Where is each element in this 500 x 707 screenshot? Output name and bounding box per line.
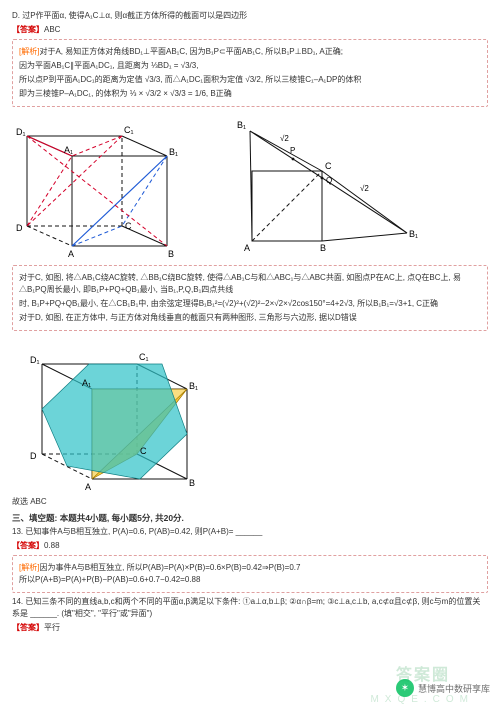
q14-answer-val: 平行 — [44, 623, 60, 632]
explain-box-1: [解析][解析]对于A, 易知正方体对角线BD₁⊥平面AB₁C, 因为B₁P⊂平… — [12, 39, 488, 107]
svg-text:Q: Q — [326, 176, 332, 185]
svg-text:C: C — [125, 221, 132, 231]
svg-text:A₁: A₁ — [64, 145, 73, 155]
svg-text:A: A — [68, 249, 74, 259]
figure-row-1: A B C D A₁ B₁ C₁ D₁ √2 — [12, 111, 488, 261]
answer-key: 【答案】 — [12, 25, 44, 34]
hex-cube-figure: A B C D A₁ B₁ C₁ D₁ — [22, 334, 212, 494]
wechat-icon: ✶ — [396, 679, 414, 697]
svg-text:B₁: B₁ — [169, 147, 178, 157]
answer-key-14: 【答案】 — [12, 623, 44, 632]
svg-text:C: C — [140, 446, 147, 456]
q13-stem: 13. 已知事件A与B相互独立, P(A)=0.6, P(AB)=0.42, 则… — [12, 526, 488, 538]
orange-tag: [解析] — [19, 47, 39, 56]
svg-text:B₁: B₁ — [237, 120, 246, 130]
option-d: D. 过P作平面α, 使得A₁C⊥α, 则α截正方体所得的截面可以是四边形 — [12, 10, 488, 22]
box1-l1: [解析][解析]对于A, 易知正方体对角线BD₁⊥平面AB₁C, 因为B₁P⊂平… — [19, 46, 481, 58]
svg-text:A: A — [85, 482, 91, 492]
answer-key-13: 【答案】 — [12, 541, 44, 550]
q14-answer: 【答案】平行 — [12, 622, 488, 634]
svg-text:D: D — [16, 223, 23, 233]
svg-text:D₁: D₁ — [16, 127, 26, 137]
section-3-title: 三、填空题: 本题共4小题, 每小题5分, 共20分. — [12, 512, 488, 524]
svg-text:A₁: A₁ — [82, 378, 91, 388]
svg-text:C₁: C₁ — [124, 125, 134, 135]
conclude: 故选 ABC — [12, 496, 488, 508]
svg-text:B: B — [168, 249, 174, 259]
explain-box-2: 对于C, 如图, 将△AB₁C绕AC旋转, △BB₁C绕BC旋转, 使得△AB₁… — [12, 265, 488, 331]
svg-text:A: A — [244, 243, 250, 253]
wechat-watermark: ✶ 慧博高中数研享库 — [396, 679, 490, 697]
box1-l3: 所以点P到平面A₁DC₁的距离为定值 √3/3, 而△A₁DC₁面积为定值 √3… — [19, 74, 481, 86]
q13-explain: [解析]因为事件A与B相互独立, 所以P(AB)=P(A)×P(B)=0.6×P… — [19, 562, 481, 586]
svg-text:P: P — [290, 146, 295, 155]
svg-text:B: B — [320, 243, 326, 253]
box1-l4: 即为三棱锥P–A₁DC₁, 的体积为 ⅓ × √3/2 × √3/3 = 1/6… — [19, 88, 481, 100]
wechat-text: 慧博高中数研享库 — [418, 682, 490, 695]
svg-text:C₁: C₁ — [139, 352, 149, 362]
mid-l2: 时, B₁P+PQ+QB₁最小, 在△CB₁B₁中, 由余弦定理得B₁B₁²=(… — [19, 298, 481, 310]
svg-text:B: B — [189, 478, 195, 488]
svg-text:D: D — [30, 451, 37, 461]
unfold-figure: √2 √2 A B C B₁ B₁ P Q — [192, 111, 422, 261]
svg-text:B₁: B₁ — [409, 229, 418, 239]
svg-text:D₁: D₁ — [30, 355, 40, 365]
cube-figure: A B C D A₁ B₁ C₁ D₁ — [12, 111, 182, 261]
q13-answer-val: 0.88 — [44, 541, 60, 550]
svg-text:√2: √2 — [360, 184, 369, 193]
q13-answer: 【答案】0.88 — [12, 540, 488, 552]
answer-line: 【答案】ABC — [12, 24, 488, 36]
mid-l3: 对于D, 如图, 在正方体中, 与正方体对角线垂直的截面只有两种图形, 三角形与… — [19, 312, 481, 324]
box1-l2: 因为平面AB₁C∥平面A₁DC₁, 且距离为 ⅓BD₁ = √3/3, — [19, 60, 481, 72]
q14-stem: 14. 已知三条不同的直线a,b,c和两个不同的平面α,β满足以下条件: ①a⊥… — [12, 596, 488, 620]
svg-text:C: C — [325, 161, 332, 171]
svg-text:√2: √2 — [280, 134, 289, 143]
mid-l1: 对于C, 如图, 将△AB₁C绕AC旋转, △BB₁C绕BC旋转, 使得△AB₁… — [19, 272, 481, 296]
q13-explain-box: [解析]因为事件A与B相互独立, 所以P(AB)=P(A)×P(B)=0.6×P… — [12, 555, 488, 593]
svg-text:B₁: B₁ — [189, 381, 198, 391]
answer-value: ABC — [44, 25, 60, 34]
